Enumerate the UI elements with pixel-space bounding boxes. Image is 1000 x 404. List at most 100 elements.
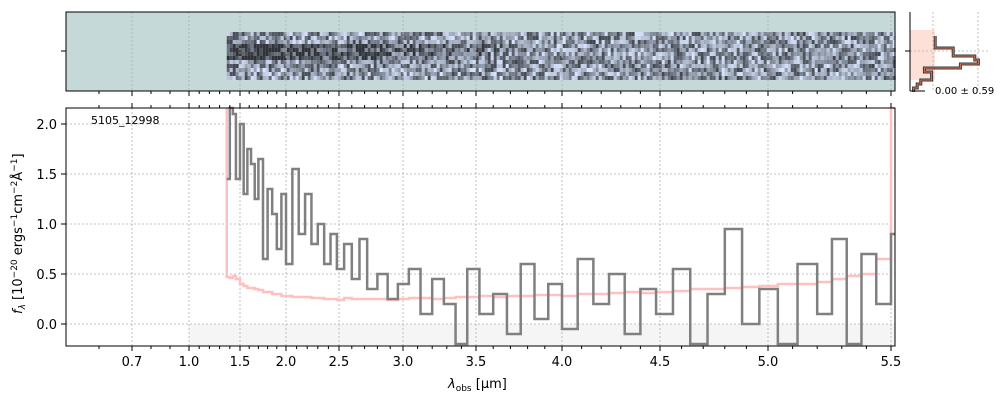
spectrum-2d-pixel — [454, 52, 458, 56]
spectrum-2d-pixel — [856, 44, 860, 48]
spectrum-2d-pixel — [640, 44, 644, 48]
spectrum-2d-pixel — [811, 40, 815, 44]
spectrum-2d-pixel — [394, 48, 398, 52]
spectrum-2d-pixel — [505, 40, 509, 44]
spectrum-2d-pixel — [886, 60, 890, 64]
spectrum-2d-pixel — [691, 44, 695, 48]
spectrum-2d-pixel — [508, 48, 512, 52]
spectrum-2d-pixel — [310, 60, 314, 64]
spectrum-2d-pixel — [355, 52, 359, 56]
spectrum-2d-pixel — [550, 44, 554, 48]
spectrum-2d-pixel — [352, 44, 356, 48]
spectrum-2d-pixel — [478, 52, 482, 56]
spectrum-2d-pixel — [715, 48, 719, 52]
spectrum-2d-pixel — [403, 44, 407, 48]
spectrum-2d-pixel — [421, 68, 425, 72]
spectrum-2d-pixel — [280, 56, 284, 60]
spectrum-2d-pixel — [262, 68, 266, 72]
spectrum-2d-pixel — [331, 32, 335, 36]
spectrum-2d-pixel — [703, 72, 707, 76]
spectrum-2d-pixel — [586, 56, 590, 60]
spectrum-2d-pixel — [388, 44, 392, 48]
spectrum-2d-pixel — [655, 56, 659, 60]
spectrum-2d-pixel — [649, 48, 653, 52]
spectrum-2d-pixel — [298, 40, 302, 44]
spectrum-2d-pixel — [871, 48, 875, 52]
spectrum-2d-pixel — [511, 76, 515, 80]
y-label-f: f — [11, 307, 26, 314]
spectrum-2d-pixel — [862, 48, 866, 52]
spectrum-2d-pixel — [637, 56, 641, 60]
spectrum-2d-pixel — [379, 52, 383, 56]
spectrum-2d-pixel — [340, 40, 344, 44]
spectrum-2d-pixel — [697, 76, 701, 80]
spectrum-2d-pixel — [673, 36, 677, 40]
spectrum-2d-pixel — [265, 60, 269, 64]
spectrum-2d-pixel — [775, 36, 779, 40]
spectrum-2d-pixel — [457, 48, 461, 52]
spectrum-2d-pixel — [634, 40, 638, 44]
spectrum-2d-pixel — [850, 36, 854, 40]
spectrum-2d-pixel — [265, 44, 269, 48]
spectrum-2d-pixel — [235, 36, 239, 40]
spectrum-2d-pixel — [859, 60, 863, 64]
spectrum-2d-pixel — [262, 32, 266, 36]
spectrum-2d-pixel — [862, 64, 866, 68]
spectrum-2d-pixel — [529, 72, 533, 76]
spectrum-2d-pixel — [562, 32, 566, 36]
spectrum-2d-pixel — [649, 60, 653, 64]
spectrum-2d-pixel — [802, 60, 806, 64]
spectrum-2d-pixel — [400, 72, 404, 76]
spectrum-2d-pixel — [277, 76, 281, 80]
spectrum-2d-pixel — [388, 36, 392, 40]
spectrum-2d-pixel — [718, 48, 722, 52]
spectrum-2d-pixel — [538, 48, 542, 52]
spectrum-2d-pixel — [733, 40, 737, 44]
spectrum-2d-pixel — [748, 52, 752, 56]
spectrum-2d-pixel — [835, 56, 839, 60]
spectrum-2d-pixel — [841, 40, 845, 44]
spectrum-2d-pixel — [280, 52, 284, 56]
spectrum-2d-pixel — [757, 72, 761, 76]
spectrum-2d-pixel — [346, 44, 350, 48]
spectrum-2d-pixel — [571, 52, 575, 56]
spectrum-2d-pixel — [694, 56, 698, 60]
spectrum-2d-pixel — [772, 32, 776, 36]
spectrum-2d-pixel — [775, 60, 779, 64]
spectrum-2d-pixel — [247, 68, 251, 72]
spectrum-2d-pixel — [271, 60, 275, 64]
spectrum-2d-pixel — [424, 64, 428, 68]
spectrum-2d-pixel — [448, 44, 452, 48]
spectrum-2d-pixel — [247, 36, 251, 40]
spectrum-2d-pixel — [373, 60, 377, 64]
spectrum-2d-pixel — [628, 72, 632, 76]
spectrum-2d-pixel — [463, 60, 467, 64]
spectrum-2d-pixel — [481, 64, 485, 68]
spectrum-2d-pixel — [334, 68, 338, 72]
spectrum-2d-pixel — [733, 48, 737, 52]
spectrum-2d-pixel — [358, 44, 362, 48]
spectrum-2d-pixel — [886, 32, 890, 36]
spectrum-2d-pixel — [868, 76, 872, 80]
spectrum-2d-pixel — [847, 48, 851, 52]
spectrum-2d-pixel — [457, 76, 461, 80]
spectrum-2d-pixel — [565, 40, 569, 44]
spectrum-2d-pixel — [715, 32, 719, 36]
spectrum-2d-pixel — [352, 52, 356, 56]
spectrum-2d-pixel — [316, 40, 320, 44]
spectrum-2d-pixel — [262, 36, 266, 40]
spectrum-2d-pixel — [478, 76, 482, 80]
spectrum-2d-pixel — [400, 76, 404, 80]
spectrum-2d-pixel — [382, 44, 386, 48]
spectrum-2d-pixel — [829, 32, 833, 36]
spectrum-2d-pixel — [592, 76, 596, 80]
spectrum-2d-pixel — [706, 72, 710, 76]
spectrum-2d-pixel — [703, 64, 707, 68]
spectrum-2d-pixel — [544, 72, 548, 76]
spectrum-2d-pixel — [406, 44, 410, 48]
spectrum-2d-pixel — [637, 52, 641, 56]
spectrum-2d-pixel — [493, 72, 497, 76]
spectrum-2d-pixel — [304, 72, 308, 76]
spectrum-2d-pixel — [286, 68, 290, 72]
spectrum-2d-pixel — [646, 32, 650, 36]
